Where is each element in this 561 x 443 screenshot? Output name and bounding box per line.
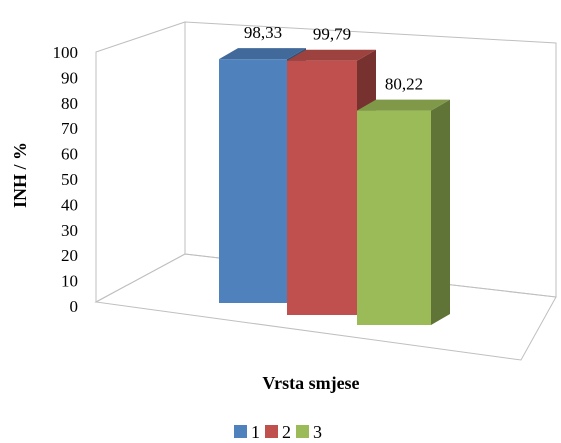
legend-swatch — [265, 425, 278, 438]
legend-item-2: 2 — [265, 422, 291, 442]
legend-label: 1 — [251, 422, 260, 442]
y-axis-ticks: 0 10 20 30 40 50 60 70 80 90 100 — [53, 43, 79, 316]
legend-label: 2 — [282, 422, 291, 442]
y-tick-label: 40 — [61, 195, 78, 214]
data-labels: 98,33 99,79 80,22 — [244, 23, 423, 93]
bar-front — [287, 60, 357, 316]
x-axis-title: Vrsta smjese — [262, 373, 359, 393]
legend-item-3: 3 — [296, 422, 322, 442]
bar-side — [431, 99, 450, 326]
legend-label: 3 — [313, 422, 322, 442]
bars — [219, 48, 450, 326]
y-tick-label: 20 — [61, 246, 78, 265]
floor — [94, 253, 557, 361]
bar-top — [219, 48, 306, 60]
data-label: 98,33 — [244, 23, 282, 42]
legend: 1 2 3 — [234, 422, 322, 442]
legend-swatch — [296, 425, 309, 438]
data-label: 99,79 — [313, 25, 351, 44]
y-tick-label: 100 — [53, 43, 79, 62]
legend-swatch — [234, 425, 247, 438]
data-label: 80,22 — [385, 75, 423, 94]
legend-item-1: 1 — [234, 422, 260, 442]
bar-front — [219, 59, 287, 303]
y-tick-label: 70 — [61, 119, 78, 138]
bar-front — [357, 110, 431, 326]
y-tick-label: 80 — [61, 94, 78, 113]
y-tick-label: 0 — [70, 297, 79, 316]
y-tick-label: 50 — [61, 170, 78, 189]
chart-frame — [94, 21, 557, 361]
y-tick-label: 90 — [61, 68, 78, 87]
y-tick-label: 60 — [61, 145, 78, 164]
y-axis-title: INH / % — [10, 142, 30, 208]
bar-3 — [357, 99, 450, 326]
bar-top — [287, 49, 376, 61]
bar-top — [357, 99, 450, 111]
y-tick-label: 30 — [61, 221, 78, 240]
side-wall — [95, 21, 186, 303]
y-tick-label: 10 — [61, 272, 78, 291]
